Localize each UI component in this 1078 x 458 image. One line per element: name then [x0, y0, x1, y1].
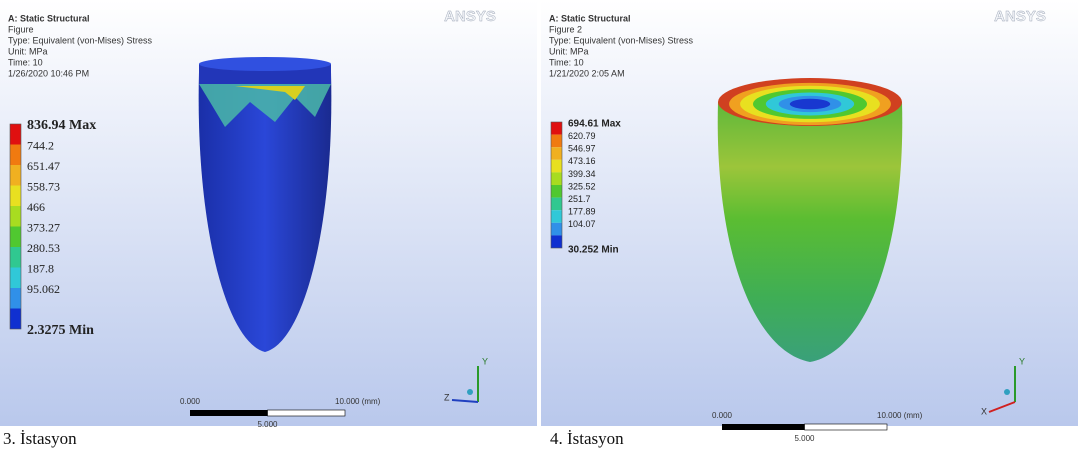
scale-black — [722, 424, 805, 430]
triad-label-h: Z — [444, 392, 450, 402]
legend-swatch — [10, 145, 21, 166]
scale-mid: 5.000 — [794, 434, 815, 443]
scale-start: 0.000 — [180, 397, 201, 406]
header-line: Unit: MPa — [549, 46, 589, 56]
legend-label: 104.07 — [568, 219, 596, 229]
legend-swatch — [10, 227, 21, 248]
legend-label: 399.34 — [568, 169, 596, 179]
legend-label: 30.252 Min — [568, 245, 619, 256]
legend-label: 325.52 — [568, 181, 596, 191]
scale-mid: 5.000 — [257, 420, 278, 429]
legend-label: 177.89 — [568, 207, 596, 217]
legend-swatch — [551, 198, 562, 211]
legend-swatch — [10, 165, 21, 186]
legend-label: 620.79 — [568, 131, 596, 141]
caption: 3. İstasyon — [3, 429, 77, 448]
legend-swatch — [551, 135, 562, 148]
scale-start: 0.000 — [712, 411, 733, 420]
legend-swatch — [551, 235, 562, 248]
brand: ANSYS — [444, 8, 496, 25]
header-line: Unit: MPa — [8, 46, 48, 56]
legend-label: 836.94 Max — [27, 118, 96, 133]
legend-swatch — [10, 247, 21, 268]
header-line: Type: Equivalent (von-Mises) Stress — [8, 35, 153, 45]
header-line: Type: Equivalent (von-Mises) Stress — [549, 35, 694, 45]
header-line: 1/26/2020 10:46 PM — [8, 68, 89, 78]
legend-label: 466 — [27, 200, 45, 214]
triad-label-y: Y — [482, 356, 488, 366]
legend-swatch — [10, 268, 21, 289]
figure: ANSYSA: Static StructuralFigureType: Equ… — [0, 0, 1078, 458]
scale-black — [190, 410, 268, 416]
legend-swatch — [551, 147, 562, 160]
legend-label: 373.27 — [27, 220, 60, 234]
legend-label: 251.7 — [568, 194, 591, 204]
scale-white — [805, 424, 888, 430]
triad-dot — [1004, 389, 1010, 395]
legend-swatch — [551, 185, 562, 198]
scale-white — [268, 410, 346, 416]
legend-swatch — [551, 223, 562, 236]
legend-swatch — [10, 309, 21, 330]
legend-label: 280.53 — [27, 241, 60, 255]
legend-swatch — [10, 206, 21, 227]
header-line: Figure — [8, 24, 34, 34]
legend-label: 187.8 — [27, 261, 54, 275]
legend-label: 473.16 — [568, 156, 596, 166]
legend-swatch — [551, 160, 562, 173]
legend-swatch — [10, 186, 21, 207]
legend-label: 558.73 — [27, 179, 60, 193]
header-line: A: Static Structural — [549, 13, 631, 23]
brand: ANSYS — [994, 8, 1046, 25]
header-line: Time: 10 — [8, 57, 43, 67]
legend-label: 95.062 — [27, 282, 60, 296]
legend-swatch — [551, 122, 562, 135]
caption: 4. İstasyon — [550, 429, 624, 448]
legend-swatch — [551, 210, 562, 223]
scale-end: 10.000 (mm) — [335, 397, 381, 406]
legend-swatch — [551, 172, 562, 185]
triad-label-y: Y — [1019, 356, 1025, 366]
legend-label: 744.2 — [27, 138, 54, 152]
legend-label: 2.3275 Min — [27, 323, 94, 338]
header-line: 1/21/2020 2:05 AM — [549, 68, 625, 78]
model-top — [199, 57, 331, 71]
legend-label: 546.97 — [568, 144, 596, 154]
header-line: Time: 10 — [549, 57, 584, 67]
model-contour — [790, 99, 830, 110]
triad-dot — [467, 389, 473, 395]
legend-swatch — [10, 124, 21, 145]
header-line: Figure 2 — [549, 24, 582, 34]
legend-label: 651.47 — [27, 159, 60, 173]
triad-label-h: X — [981, 406, 987, 416]
legend-label: 694.61 Max — [568, 119, 621, 130]
header-line: A: Static Structural — [8, 13, 90, 23]
legend-swatch — [10, 288, 21, 309]
scale-end: 10.000 (mm) — [877, 411, 923, 420]
